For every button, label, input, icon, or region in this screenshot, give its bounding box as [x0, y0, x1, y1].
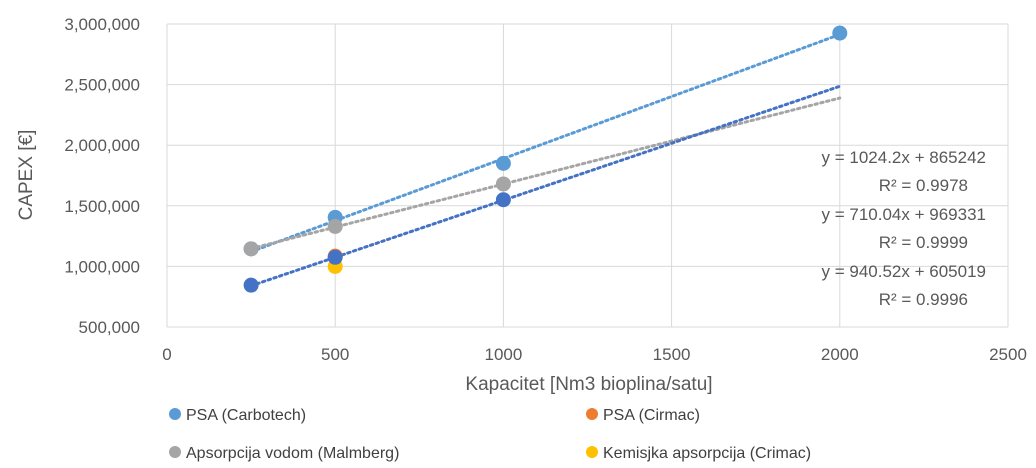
legend-marker-0 [169, 408, 181, 420]
trendline-2 [249, 84, 842, 288]
legend-marker-2 [169, 446, 181, 458]
legend-marker-1 [586, 408, 598, 420]
trendline-r2-2: R² = 0.9996 [879, 290, 968, 309]
y-tick-label: 2,500,000 [64, 76, 140, 95]
trendline-equation-2: y = 940.52x + 605019 [822, 262, 986, 281]
y-axis-ticks: 500,000 1,000,000 1,500,000 2,000,000 2,500,… [64, 15, 140, 337]
trendline-equations: y = 1024.2x + 865242 R² = 0.9978 y = 710… [822, 148, 986, 309]
legend-item-2[interactable]: Apsorpcija vodom (Malmberg) [169, 445, 399, 462]
data-point-s4-1 [327, 249, 343, 265]
data-point-s4-2 [495, 192, 511, 208]
data-point-s2-0 [243, 241, 259, 257]
trendline-equation-0: y = 1024.2x + 865242 [822, 148, 986, 167]
y-tick-label: 500,000 [79, 318, 140, 337]
y-tick-label: 1,000,000 [64, 257, 140, 276]
x-axis-ticks: 0 500 1000 1500 2000 2500 [162, 345, 1027, 364]
legend-label-1: PSA (Cirmac) [603, 407, 700, 424]
y-tick-label: 3,000,000 [64, 15, 140, 34]
legend-item-0[interactable]: PSA (Carbotech) [169, 407, 306, 424]
trendline-r2-1: R² = 0.9999 [879, 233, 968, 252]
x-tick-label: 2000 [821, 345, 859, 364]
trendline-1 [249, 96, 842, 251]
legend-marker-3 [586, 446, 598, 458]
trendline-0 [249, 32, 842, 254]
legend-label-3: Kemisjka apsorpcija (Crimac) [603, 445, 811, 462]
x-tick-label: 1500 [653, 345, 691, 364]
data-point-s4-0 [243, 277, 259, 293]
data-point-s0-2 [495, 155, 511, 171]
x-tick-label: 2500 [989, 345, 1027, 364]
x-axis-title: Kapacitet [Nm3 bioplina/satu] [465, 374, 712, 395]
trendline-r2-0: R² = 0.9978 [879, 176, 968, 195]
x-tick-label: 500 [321, 345, 349, 364]
y-axis-title: CAPEX [€] [16, 130, 37, 221]
trendline-equation-1: y = 710.04x + 969331 [822, 205, 986, 224]
data-point-s2-2 [495, 176, 511, 192]
x-tick-label: 1000 [484, 345, 522, 364]
data-points [243, 25, 848, 293]
legend: PSA (Carbotech) PSA (Cirmac) Apsorpcija … [169, 407, 811, 462]
data-point-s2-1 [327, 218, 343, 234]
y-tick-label: 2,000,000 [64, 136, 140, 155]
legend-label-0: PSA (Carbotech) [186, 407, 306, 424]
data-point-s0-3 [832, 25, 848, 41]
x-tick-label: 0 [162, 345, 171, 364]
legend-item-3[interactable]: Kemisjka apsorpcija (Crimac) [586, 445, 811, 462]
legend-item-1[interactable]: PSA (Cirmac) [586, 407, 700, 424]
legend-label-2: Apsorpcija vodom (Malmberg) [186, 445, 399, 462]
trendlines [249, 32, 842, 288]
y-tick-label: 1,500,000 [64, 197, 140, 216]
